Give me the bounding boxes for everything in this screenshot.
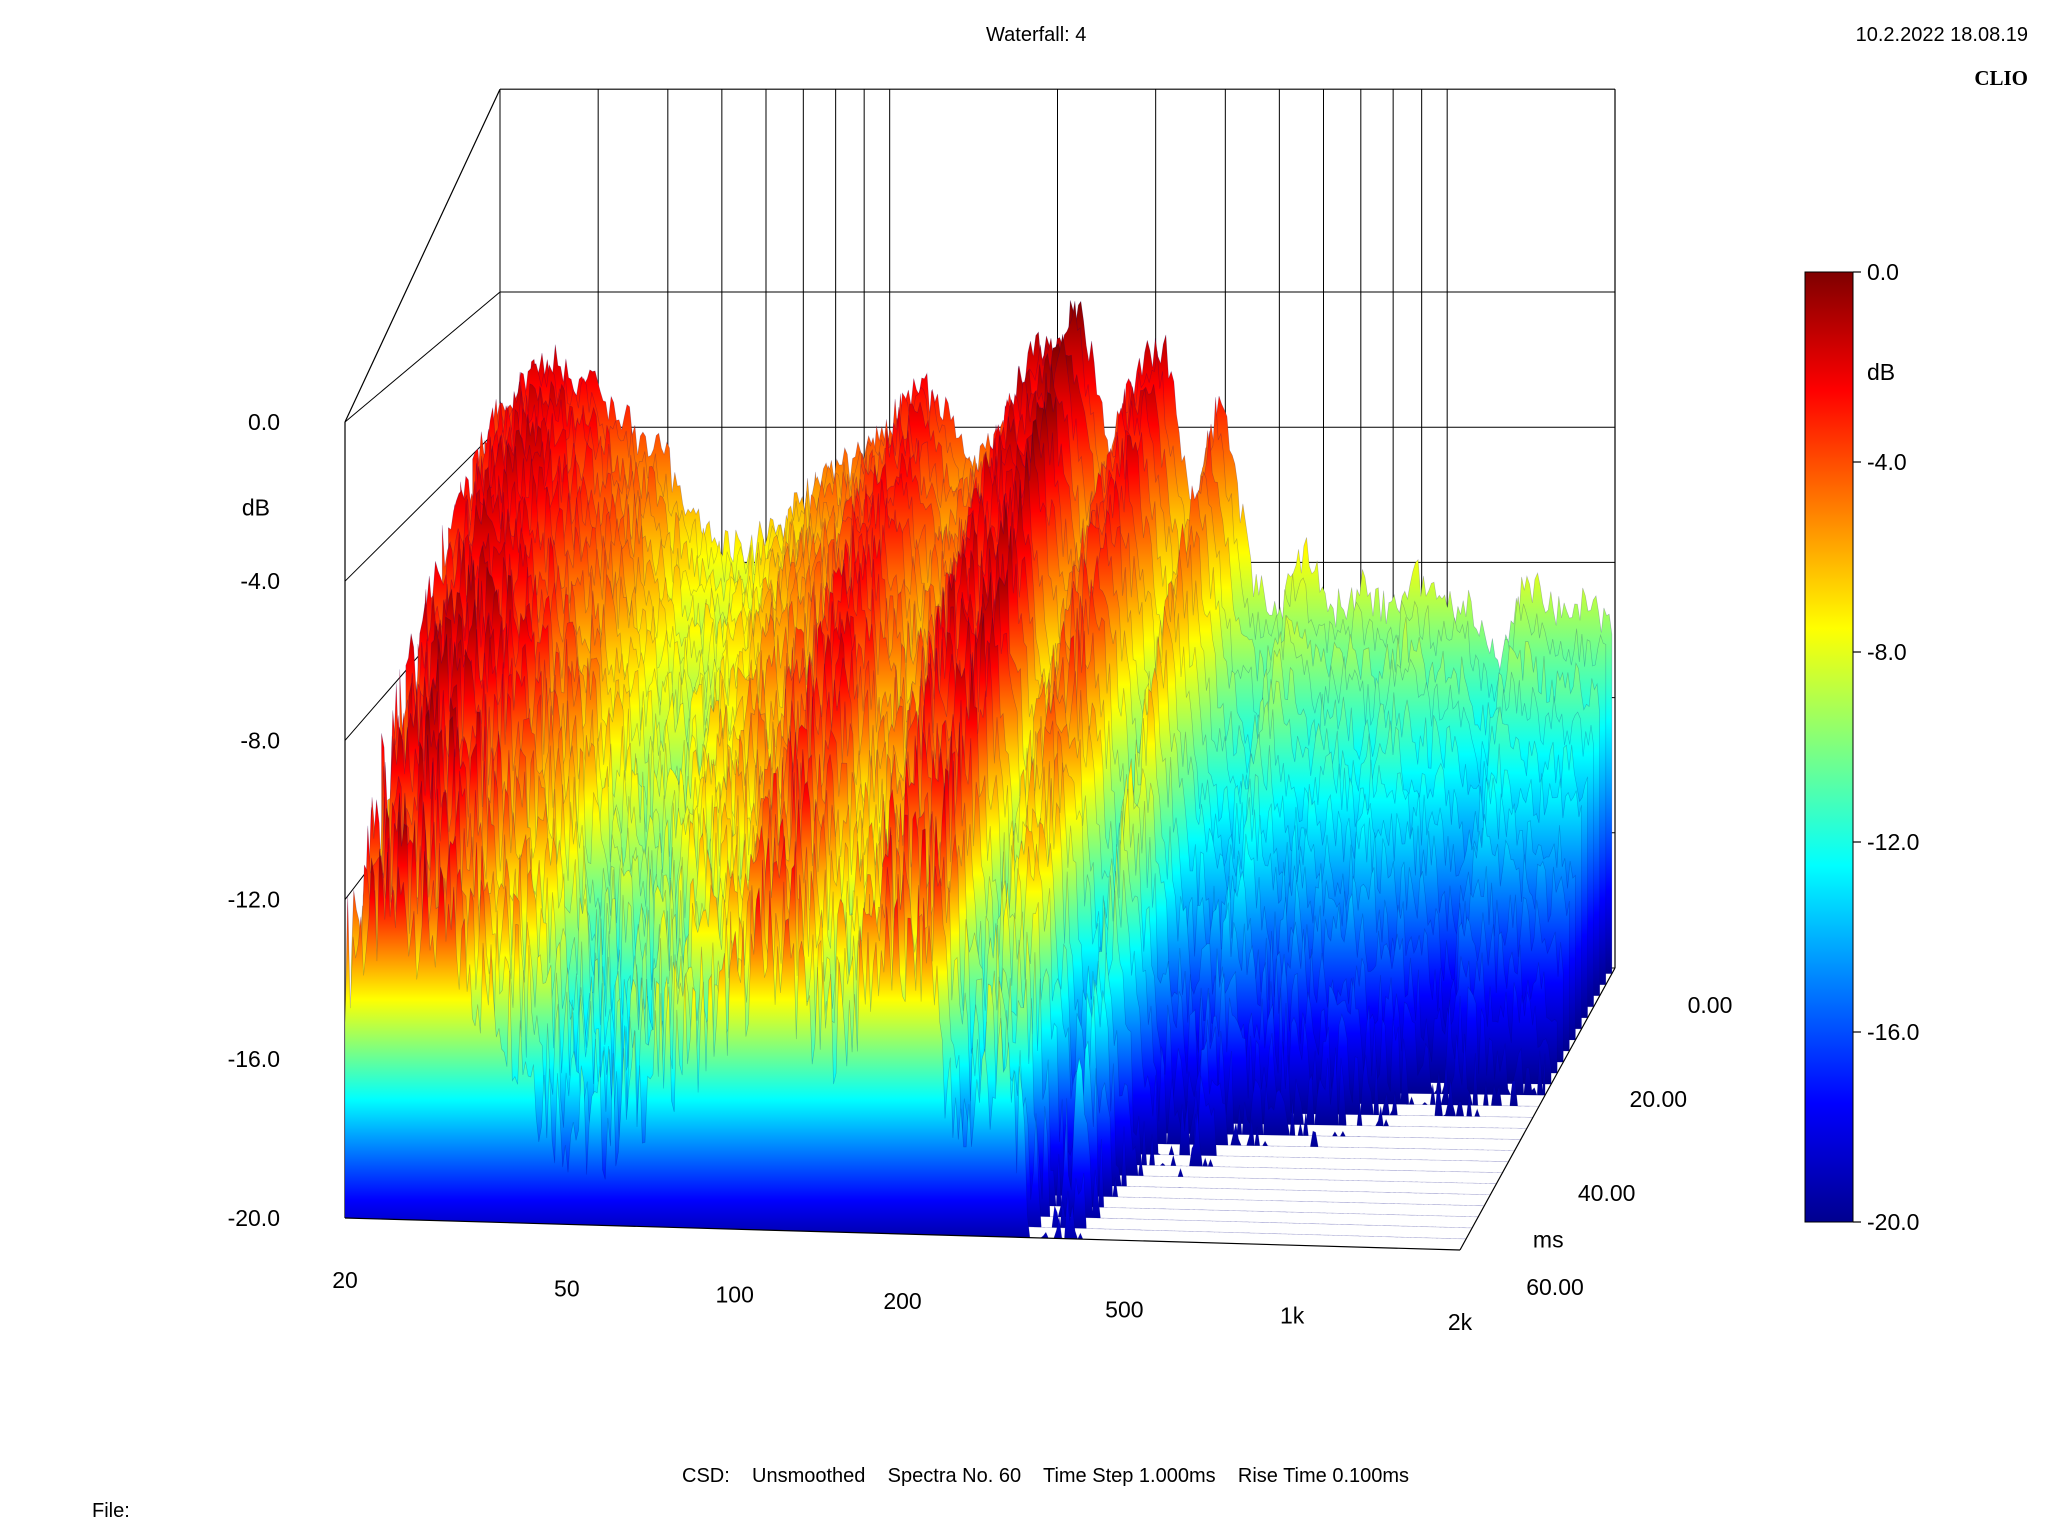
colorbar-gradient xyxy=(1804,271,1854,1223)
x-tick-label: 20 xyxy=(332,1267,358,1293)
smoothing-value: Unsmoothed xyxy=(752,1465,866,1487)
colorbar-tick-label: -20.0 xyxy=(1867,1209,1919,1235)
colorbar-unit: dB xyxy=(1867,359,1895,385)
y-tick-label: -16.0 xyxy=(228,1046,280,1072)
colorbar-tick-label: -8.0 xyxy=(1867,639,1907,665)
timestamp: 10.2.2022 18.08.19 xyxy=(1855,24,2028,46)
csd-label: CSD: xyxy=(682,1465,730,1487)
colorbar-tick-label: 0.0 xyxy=(1867,259,1899,285)
axis-labels: 0.0 -4.0 -8.0 -12.0 -16.0 -20.0 dB 20 50 100 200 50… xyxy=(228,409,1733,1335)
spectra-count: Spectra No. 60 xyxy=(887,1465,1022,1487)
y-tick-label: -4.0 xyxy=(240,568,280,594)
time-step: Time Step 1.000ms xyxy=(1042,1465,1216,1487)
colorbar-tick-label: -4.0 xyxy=(1867,449,1907,475)
color-scale-legend: 0.0 -4.0 -8.0 -12.0 -16.0 -20.0 dB xyxy=(1804,259,1919,1235)
x-tick-label: 200 xyxy=(883,1288,921,1314)
x-tick-label: 2k xyxy=(1448,1309,1473,1335)
chart-title: Waterfall: 4 xyxy=(986,24,1087,46)
y-axis-label: dB xyxy=(242,495,270,521)
z-tick-label: 40.00 xyxy=(1578,1180,1636,1206)
z-axis-label: ms xyxy=(1533,1227,1564,1253)
colorbar-tick-label: -12.0 xyxy=(1867,829,1919,855)
y-tick-label: -20.0 xyxy=(228,1205,280,1231)
x-tick-label: 50 xyxy=(554,1275,580,1301)
z-tick-label: 0.00 xyxy=(1688,992,1733,1018)
z-tick-label: 20.00 xyxy=(1630,1086,1688,1112)
y-tick-label: 0.0 xyxy=(248,409,280,435)
x-tick-label: 500 xyxy=(1105,1296,1143,1322)
z-tick-label: 60.00 xyxy=(1526,1274,1584,1300)
rise-time: Rise Time 0.100ms xyxy=(1237,1465,1410,1487)
brand-logo: CLIO xyxy=(1974,66,2028,90)
x-tick-label: 1k xyxy=(1280,1303,1305,1329)
file-label: File: xyxy=(92,1500,130,1522)
y-tick-label: -12.0 xyxy=(228,887,280,913)
grid-floor xyxy=(344,89,1616,1251)
y-tick-label: -8.0 xyxy=(240,727,280,753)
colorbar-tick-label: -16.0 xyxy=(1867,1019,1919,1045)
x-tick-label: 100 xyxy=(715,1282,753,1308)
footer-summary: CSD: Unsmoothed Spectra No. 60 Time Step… xyxy=(682,1465,1409,1488)
waterfall-surface xyxy=(344,300,1613,1251)
